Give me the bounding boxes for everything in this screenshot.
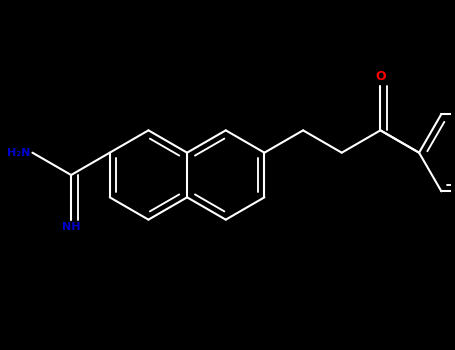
Text: O: O (375, 70, 386, 83)
Text: NH: NH (62, 222, 81, 232)
Text: H₂N: H₂N (7, 148, 30, 158)
